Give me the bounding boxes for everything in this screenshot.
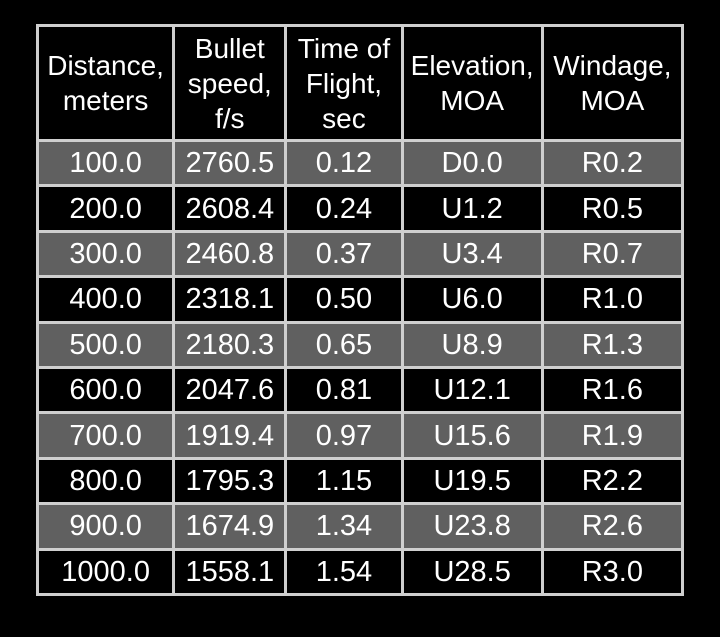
cell-bullet-speed: 1558.1 [175, 550, 285, 593]
cell-time-of-flight: 0.97 [287, 414, 401, 457]
cell-bullet-speed: 1919.4 [175, 414, 285, 457]
cell-time-of-flight: 1.15 [287, 459, 401, 503]
cell-distance: 1000.0 [39, 550, 173, 593]
ballistic-table-frame: Distance, meters Bullet speed, f/s Time of F… [36, 24, 684, 596]
cell-distance: 200.0 [39, 187, 173, 230]
cell-time-of-flight: 1.54 [287, 550, 401, 593]
table-row: 600.0 2047.6 0.81 U12.1 R1.6 [39, 368, 681, 412]
cell-windage: R0.2 [543, 142, 681, 185]
cell-windage: R1.0 [543, 278, 681, 321]
cell-distance: 900.0 [39, 505, 173, 548]
cell-elevation: U3.4 [403, 232, 541, 276]
cell-windage: R3.0 [543, 550, 681, 593]
cell-bullet-speed: 2608.4 [175, 187, 285, 230]
table-row: 400.0 2318.1 0.50 U6.0 R1.0 [39, 278, 681, 321]
cell-distance: 700.0 [39, 414, 173, 457]
cell-time-of-flight: 0.24 [287, 187, 401, 230]
header-windage: Windage, MOA [543, 27, 681, 139]
cell-windage: R1.3 [543, 323, 681, 366]
cell-time-of-flight: 0.37 [287, 232, 401, 276]
cell-distance: 400.0 [39, 278, 173, 321]
table-row: 800.0 1795.3 1.15 U19.5 R2.2 [39, 459, 681, 503]
cell-elevation: U28.5 [403, 550, 541, 593]
table-row: 900.0 1674.9 1.34 U23.8 R2.6 [39, 505, 681, 548]
table-row: 500.0 2180.3 0.65 U8.9 R1.3 [39, 323, 681, 366]
cell-bullet-speed: 1674.9 [175, 505, 285, 548]
cell-elevation: D0.0 [403, 142, 541, 185]
table-row: 700.0 1919.4 0.97 U15.6 R1.9 [39, 414, 681, 457]
cell-bullet-speed: 2460.8 [175, 232, 285, 276]
table-row: 200.0 2608.4 0.24 U1.2 R0.5 [39, 187, 681, 230]
cell-time-of-flight: 0.50 [287, 278, 401, 321]
cell-windage: R1.9 [543, 414, 681, 457]
table-row: 300.0 2460.8 0.37 U3.4 R0.7 [39, 232, 681, 276]
cell-distance: 800.0 [39, 459, 173, 503]
cell-bullet-speed: 2318.1 [175, 278, 285, 321]
cell-windage: R1.6 [543, 368, 681, 412]
cell-bullet-speed: 2760.5 [175, 142, 285, 185]
cell-bullet-speed: 2047.6 [175, 368, 285, 412]
header-bullet-speed: Bullet speed, f/s [175, 27, 285, 139]
cell-windage: R0.5 [543, 187, 681, 230]
cell-bullet-speed: 2180.3 [175, 323, 285, 366]
cell-elevation: U23.8 [403, 505, 541, 548]
header-distance: Distance, meters [39, 27, 173, 139]
cell-distance: 300.0 [39, 232, 173, 276]
table-body: 100.0 2760.5 0.12 D0.0 R0.2 200.0 2608.4… [39, 142, 681, 593]
cell-windage: R2.2 [543, 459, 681, 503]
cell-time-of-flight: 0.81 [287, 368, 401, 412]
cell-windage: R2.6 [543, 505, 681, 548]
cell-elevation: U1.2 [403, 187, 541, 230]
header-time-of-flight: Time of Flight, sec [287, 27, 401, 139]
cell-elevation: U19.5 [403, 459, 541, 503]
header-elevation: Elevation, MOA [403, 27, 541, 139]
table-row: 100.0 2760.5 0.12 D0.0 R0.2 [39, 142, 681, 185]
cell-elevation: U15.6 [403, 414, 541, 457]
cell-time-of-flight: 0.12 [287, 142, 401, 185]
ballistic-table: Distance, meters Bullet speed, f/s Time of F… [36, 24, 684, 596]
cell-elevation: U6.0 [403, 278, 541, 321]
cell-distance: 100.0 [39, 142, 173, 185]
cell-distance: 500.0 [39, 323, 173, 366]
cell-time-of-flight: 0.65 [287, 323, 401, 366]
cell-distance: 600.0 [39, 368, 173, 412]
cell-windage: R0.7 [543, 232, 681, 276]
cell-time-of-flight: 1.34 [287, 505, 401, 548]
cell-bullet-speed: 1795.3 [175, 459, 285, 503]
table-header-row: Distance, meters Bullet speed, f/s Time of F… [39, 27, 681, 139]
cell-elevation: U8.9 [403, 323, 541, 366]
table-row: 1000.0 1558.1 1.54 U28.5 R3.0 [39, 550, 681, 593]
cell-elevation: U12.1 [403, 368, 541, 412]
